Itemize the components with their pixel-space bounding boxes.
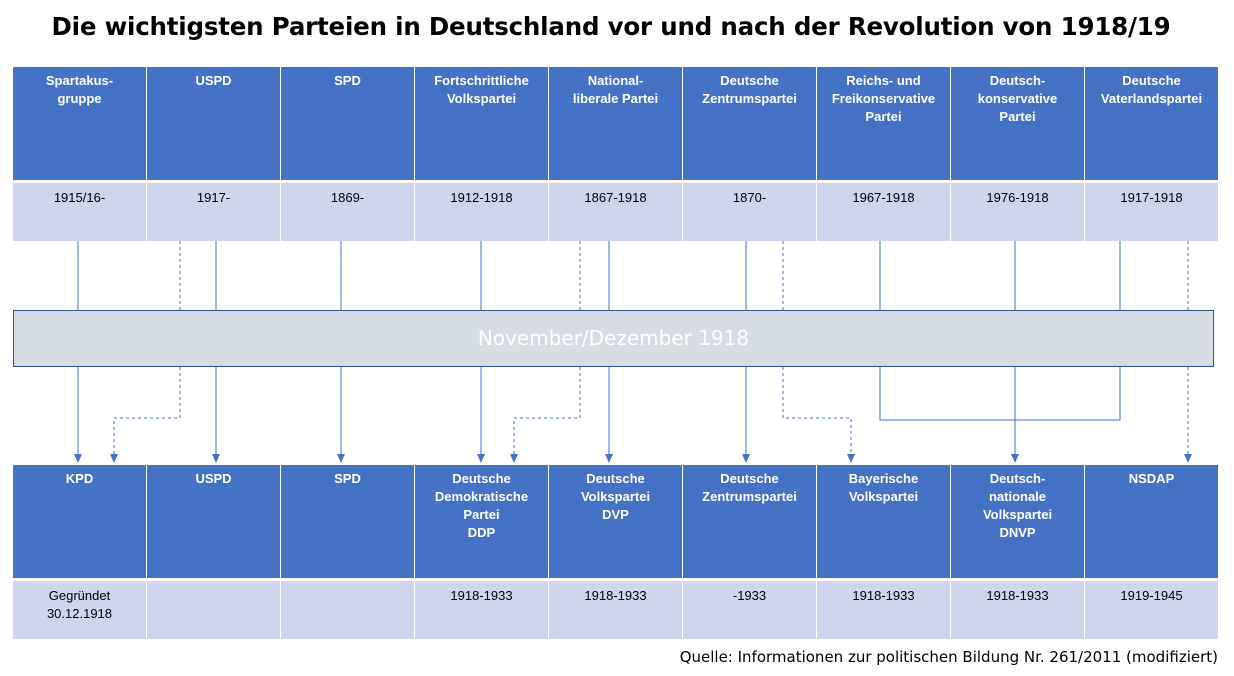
after-party-years: 1918-1933 — [415, 581, 548, 639]
link-nl-ddp-dashed — [514, 241, 581, 462]
after-party-header: Deutsche Demokratische Partei DDP — [415, 465, 548, 578]
after-party-years: Gegründet 30.12.1918 — [13, 581, 146, 639]
after-party-header: Deutsch- nationale Volkspartei DNVP — [951, 465, 1084, 578]
before-party-years: 1917-1918 — [1085, 183, 1218, 241]
after-party-years: 1918-1933 — [549, 581, 682, 639]
before-party-name: National- liberale Partei — [572, 73, 659, 106]
after-party-header: Deutsche Zentrumspartei — [683, 465, 816, 578]
after-party-years-text: 1918-1933 — [450, 588, 513, 603]
before-party-years-text: 1917-1918 — [1120, 190, 1183, 205]
before-party-name: Fortschrittliche Volkspartei — [434, 73, 529, 106]
after-party-years — [281, 581, 414, 639]
before-party-name: Spartakus- gruppe — [45, 73, 114, 106]
revolution-band: November/Dezember 1918 — [13, 310, 1214, 367]
before-party-years-text: 1912-1918 — [450, 190, 513, 205]
link-uspd-kpd-dashed — [114, 241, 181, 462]
before-party-name: USPD — [195, 73, 232, 88]
before-party-years-text: 1917- — [196, 190, 231, 205]
after-party-name: NSDAP — [1128, 471, 1175, 486]
before-party-header: Spartakus- gruppe — [13, 67, 146, 180]
before-party-name: Reichs- und Freikonservative Partei — [831, 73, 936, 124]
after-party-years-text: 1918-1933 — [852, 588, 915, 603]
after-party-years-text: 1919-1945 — [1120, 588, 1183, 603]
after-party-years-text: -1933 — [732, 588, 767, 603]
after-party-header: SPD — [281, 465, 414, 578]
after-party-name: Deutsche Zentrumspartei — [702, 471, 797, 504]
before-party-years-text: 1869- — [330, 190, 365, 205]
after-party-name: Deutsche Volkspartei DVP — [580, 471, 651, 522]
before-party-header: SPD — [281, 67, 414, 180]
before-party-years: 1867-1918 — [549, 183, 682, 241]
before-party-years-text: 1870- — [732, 190, 767, 205]
before-party-header: Deutsche Zentrumspartei — [683, 67, 816, 180]
link-zentrum-bvp-dashed — [782, 241, 851, 462]
after-party-years: 1918-1933 — [817, 581, 950, 639]
before-party-years-text: 1915/16- — [53, 190, 106, 205]
before-party-years: 1870- — [683, 183, 816, 241]
after-party-header: KPD — [13, 465, 146, 578]
before-party-years: 1869- — [281, 183, 414, 241]
after-party-years-text: 1918-1933 — [584, 588, 647, 603]
after-party-name: Deutsche Demokratische Partei DDP — [434, 471, 529, 540]
source-note: Quelle: Informationen zur politischen Bi… — [679, 648, 1218, 666]
before-party-header: Deutsch- konservative Partei — [951, 67, 1084, 180]
after-party-name: SPD — [334, 471, 361, 486]
before-party-name: Deutsche Zentrumspartei — [702, 73, 797, 106]
after-party-years: -1933 — [683, 581, 816, 639]
before-party-header: USPD — [147, 67, 280, 180]
after-party-header: USPD — [147, 465, 280, 578]
before-party-name: Deutsch- konservative Partei — [977, 73, 1058, 124]
before-party-years: 1912-1918 — [415, 183, 548, 241]
link-reichs-merge — [879, 241, 1121, 421]
after-party-years-text: Gegründet 30.12.1918 — [46, 588, 113, 621]
before-party-name: Deutsche Vaterlandspartei — [1100, 73, 1203, 106]
after-party-years-text: 1918-1933 — [986, 588, 1049, 603]
after-party-years: 1919-1945 — [1085, 581, 1218, 639]
after-party-years: 1918-1933 — [951, 581, 1084, 639]
after-party-name: USPD — [195, 471, 232, 486]
before-party-years: 1915/16- — [13, 183, 146, 241]
after-party-name: Deutsch- nationale Volkspartei DNVP — [982, 471, 1053, 540]
after-party-years — [147, 581, 280, 639]
before-party-years: 1967-1918 — [817, 183, 950, 241]
after-party-name: Bayerische Volkspartei — [848, 471, 919, 504]
before-party-years: 1976-1918 — [951, 183, 1084, 241]
after-party-name: KPD — [65, 471, 94, 486]
before-party-years-text: 1976-1918 — [986, 190, 1049, 205]
after-party-header: NSDAP — [1085, 465, 1218, 578]
before-party-header: Reichs- und Freikonservative Partei — [817, 67, 950, 180]
page-title: Die wichtigsten Parteien in Deutschland … — [51, 12, 1171, 41]
before-party-header: Fortschrittliche Volkspartei — [415, 67, 548, 180]
before-party-years-text: 1967-1918 — [852, 190, 915, 205]
after-party-header: Deutsche Volkspartei DVP — [549, 465, 682, 578]
before-party-name: SPD — [334, 73, 361, 88]
before-party-years: 1917- — [147, 183, 280, 241]
before-party-header: National- liberale Partei — [549, 67, 682, 180]
before-party-years-text: 1867-1918 — [584, 190, 647, 205]
after-party-header: Bayerische Volkspartei — [817, 465, 950, 578]
before-party-header: Deutsche Vaterlandspartei — [1085, 67, 1218, 180]
